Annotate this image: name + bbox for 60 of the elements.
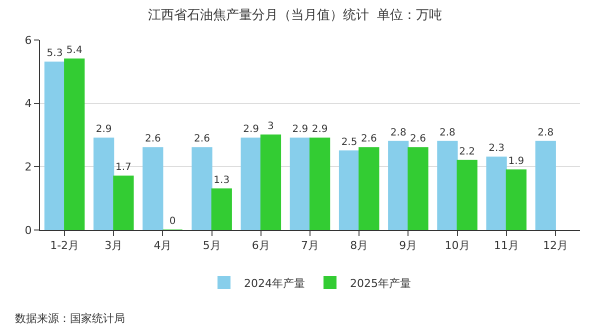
bar	[211, 188, 232, 230]
legend-label: 2024年产量	[244, 276, 305, 290]
data-label: 2.6	[194, 134, 210, 145]
bar	[535, 140, 556, 230]
data-label: 2.6	[360, 134, 377, 145]
y-tick-label: 6	[24, 34, 32, 47]
bar	[486, 156, 507, 230]
data-label: 3	[268, 121, 274, 132]
x-tick-label: 8月	[350, 239, 368, 252]
data-label: 2.9	[96, 124, 112, 136]
data-label: 1.3	[214, 174, 230, 186]
data-label: 2.9	[243, 124, 260, 136]
bar	[506, 169, 526, 230]
bar	[358, 147, 380, 230]
data-label: 2.2	[459, 146, 476, 158]
x-tick-label: 1-2月	[50, 239, 80, 252]
data-label: 2.6	[410, 134, 426, 145]
data-label: 1.9	[508, 156, 524, 167]
bar	[64, 58, 85, 230]
x-tick-label: 7月	[301, 239, 319, 252]
bar	[240, 138, 262, 230]
x-tick-label: 4月	[154, 239, 172, 252]
bar	[260, 134, 282, 230]
x-tick-label: 10月	[444, 239, 470, 252]
x-tick-label: 11月	[494, 239, 519, 252]
chart-title: 江西省石油焦产量分月（当月值）统计 单位：万吨	[148, 8, 442, 23]
y-tick-label: 2	[24, 160, 32, 174]
y-tick-label: 4	[24, 97, 32, 110]
data-label: 1.7	[116, 162, 132, 174]
data-label: 2.9	[312, 124, 328, 136]
x-tick-label: 12月	[542, 239, 568, 252]
x-tick-label: 9月	[399, 239, 418, 252]
x-tick-label: 6月	[252, 239, 270, 252]
x-tick-label: 5月	[202, 239, 221, 252]
data-label: 5.4	[66, 45, 82, 56]
bar	[192, 147, 212, 230]
bar	[388, 140, 409, 230]
bar	[290, 138, 310, 230]
data-label: 2.5	[341, 136, 358, 148]
data-label: 2.6	[144, 134, 161, 145]
bar	[437, 140, 458, 230]
data-label: 2.8	[390, 127, 406, 138]
data-label: 2.9	[292, 124, 308, 136]
bar	[456, 160, 478, 230]
bar	[338, 150, 360, 230]
bar	[113, 176, 134, 230]
bar	[408, 147, 428, 230]
x-tick-label: 3月	[104, 239, 123, 252]
data-label: 2.3	[488, 143, 504, 154]
data-label: 0	[169, 216, 176, 227]
source-note: 数据来源：国家统计局	[15, 312, 125, 325]
bar	[94, 138, 114, 230]
bar	[310, 138, 330, 230]
data-label: 5.3	[46, 48, 63, 60]
data-label: 2.8	[538, 127, 554, 138]
y-tick-label: 0	[24, 224, 32, 237]
bar	[44, 62, 66, 230]
bar	[142, 147, 164, 230]
legend-label: 2025年产量	[350, 276, 411, 290]
data-label: 2.8	[440, 127, 456, 138]
